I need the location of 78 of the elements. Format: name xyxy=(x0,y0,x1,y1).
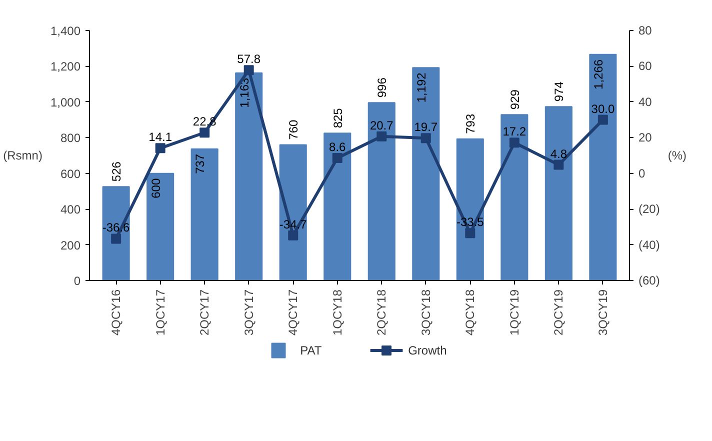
y2-tick-label: (20) xyxy=(638,202,660,216)
data-label: 825 xyxy=(330,108,345,128)
point xyxy=(155,143,166,154)
bar xyxy=(324,132,352,280)
y2-tick-label: (40) xyxy=(638,238,660,252)
y-tick-label: 200 xyxy=(60,238,81,252)
bar xyxy=(279,144,307,280)
data-label: 20.7 xyxy=(370,118,394,132)
x-tick-label: 2QCY17 xyxy=(198,289,212,336)
data-label: 17.2 xyxy=(502,124,526,139)
x-tick-label: 1QCY17 xyxy=(153,289,168,336)
data-label: 600 xyxy=(148,178,163,198)
x-tick-label: 2QCY18 xyxy=(374,289,389,336)
data-label: 526 xyxy=(110,161,124,182)
data-label: 737 xyxy=(193,154,208,174)
bar xyxy=(146,172,174,280)
y2-tick-label: 80 xyxy=(638,24,652,38)
y2-tick-label: 40 xyxy=(638,94,652,109)
y2-tick-label: 60 xyxy=(638,59,652,74)
data-label: 974 xyxy=(552,81,566,102)
data-label: 8.6 xyxy=(329,140,346,154)
data-label: 929 xyxy=(508,89,522,110)
y-tick-label: 0 xyxy=(74,274,81,288)
y2-tick-label: (60) xyxy=(638,274,660,288)
data-label: 30.0 xyxy=(591,102,615,116)
point xyxy=(200,128,210,138)
data-label: -36.6 xyxy=(102,220,130,235)
bar xyxy=(500,114,528,280)
x-tick-label: 1QCY18 xyxy=(330,289,344,336)
data-label: 19.7 xyxy=(414,120,438,134)
point xyxy=(554,160,564,170)
point xyxy=(420,133,431,144)
point xyxy=(465,228,476,238)
data-label: 760 xyxy=(286,119,301,140)
bar xyxy=(544,106,572,280)
x-tick-label: 3QCY17 xyxy=(242,289,256,336)
x-tick-label: 3QCY19 xyxy=(596,289,610,336)
bar xyxy=(235,72,263,280)
x-tick-label: 2QCY19 xyxy=(552,289,566,336)
y-tick-label: 1,200 xyxy=(50,60,81,74)
y2-axis-title: (%) xyxy=(668,148,687,162)
y2-tick-label: 20 xyxy=(638,130,652,145)
data-label: -33.5 xyxy=(456,215,484,230)
bar xyxy=(412,67,440,280)
point xyxy=(598,114,608,125)
y-tick-label: 1,000 xyxy=(50,95,81,110)
x-tick-label: 4QCY16 xyxy=(109,289,124,336)
y-tick-label: 1,400 xyxy=(50,24,81,38)
data-label: 4.8 xyxy=(550,146,568,161)
point xyxy=(332,153,342,163)
bar xyxy=(589,54,617,280)
bar xyxy=(102,186,130,280)
data-label: 1,266 xyxy=(591,59,606,90)
y-axis-title: (Rsmn) xyxy=(3,148,42,162)
data-label: -34.7 xyxy=(279,217,308,232)
x-tick-label: 1QCY19 xyxy=(507,289,522,336)
point xyxy=(244,65,254,76)
legend-label: Growth xyxy=(408,344,447,358)
data-label: 793 xyxy=(464,114,478,134)
data-label: 996 xyxy=(375,77,390,98)
y2-tick-label: 0 xyxy=(638,166,646,180)
y-tick-label: 600 xyxy=(60,166,81,181)
point xyxy=(111,234,122,244)
data-label: 57.8 xyxy=(237,52,261,66)
x-tick-label: 3QCY18 xyxy=(418,289,433,336)
data-label: 1,192 xyxy=(414,72,428,103)
legend-label: PAT xyxy=(300,344,322,358)
point xyxy=(376,131,387,142)
data-label: 14.1 xyxy=(148,130,172,144)
bar xyxy=(190,148,218,280)
point xyxy=(288,230,298,240)
y-tick-label: 400 xyxy=(60,202,81,217)
x-tick-label: 4QCY17 xyxy=(286,289,300,336)
point xyxy=(509,138,520,148)
bar xyxy=(456,138,484,280)
y-tick-label: 800 xyxy=(60,131,81,146)
x-tick-label: 4QCY18 xyxy=(463,289,478,336)
bar xyxy=(368,102,396,280)
